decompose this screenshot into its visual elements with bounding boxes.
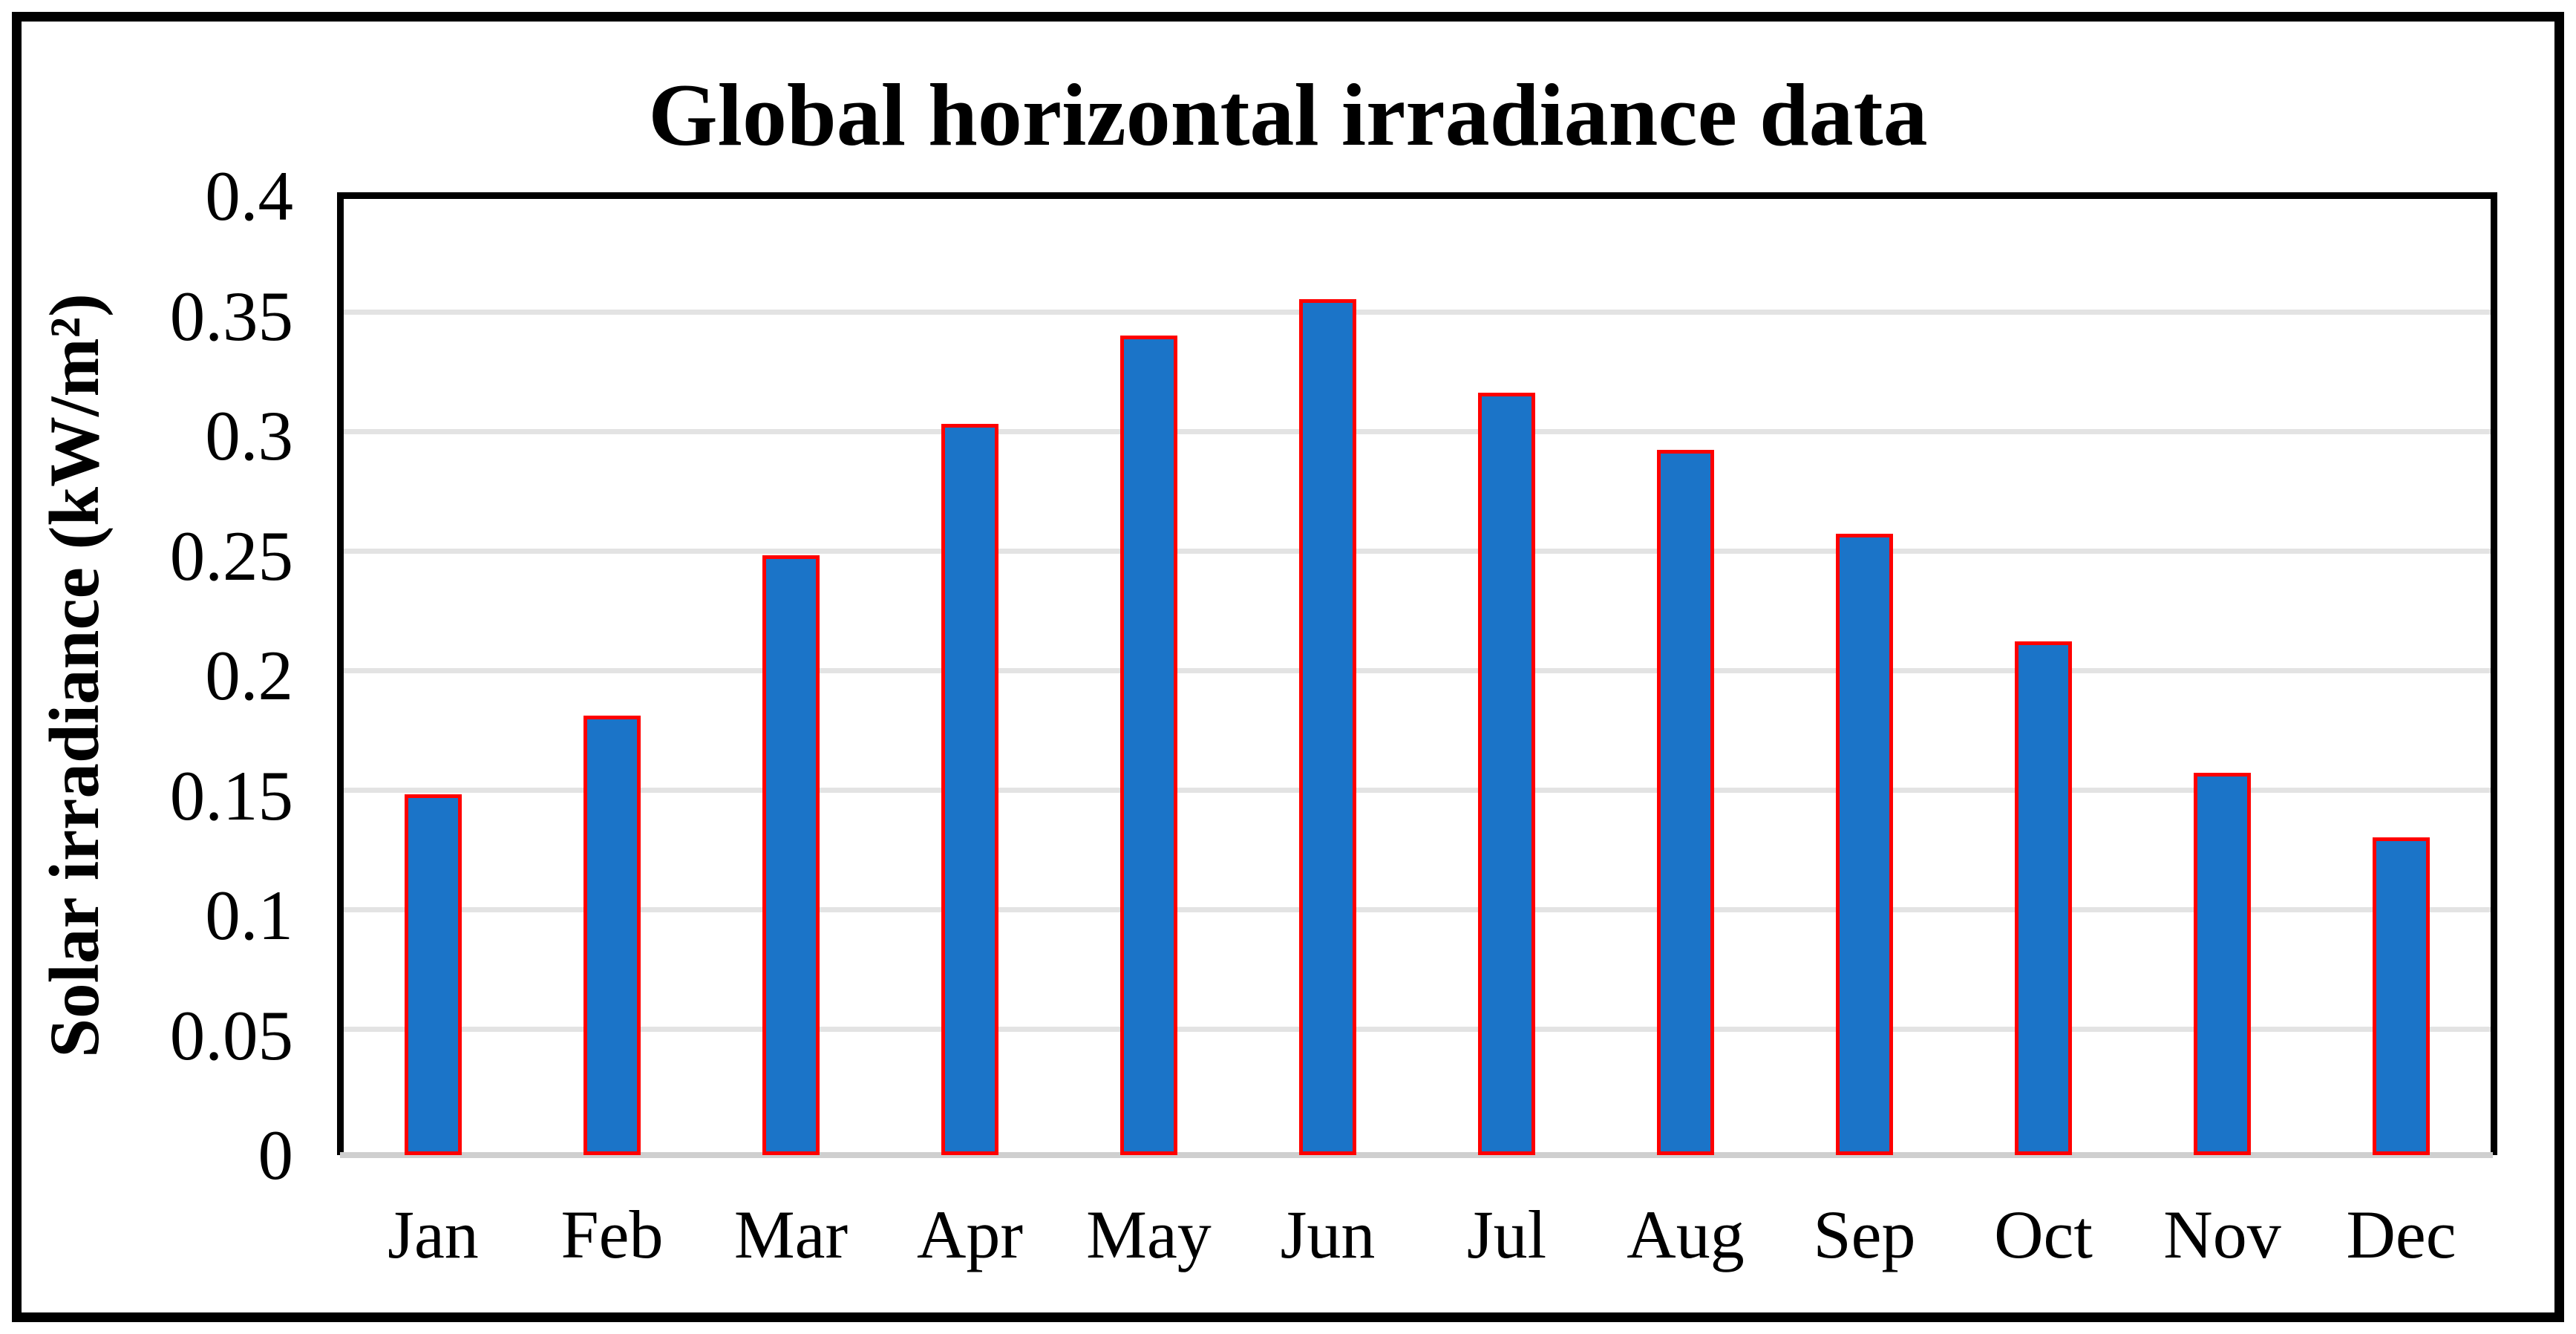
x-label-apr: Apr: [916, 1197, 1024, 1272]
x-label-jun: Jun: [1280, 1197, 1376, 1272]
bar-apr: [941, 424, 998, 1155]
x-label-aug: Aug: [1627, 1197, 1745, 1272]
bar-sep: [1836, 534, 1893, 1155]
x-label-may: May: [1086, 1197, 1212, 1272]
gridline-0.1: [344, 907, 2491, 912]
x-label-oct: Oct: [1994, 1197, 2093, 1272]
y-tick-label-0: 0: [258, 1116, 294, 1194]
y-tick-label-0.25: 0.25: [169, 517, 293, 595]
bar-dec: [2373, 837, 2430, 1155]
x-axis-line: [340, 1152, 2493, 1158]
x-label-jul: Jul: [1466, 1197, 1547, 1272]
bar-jan: [405, 794, 462, 1155]
x-label-mar: Mar: [733, 1197, 849, 1272]
bar-may: [1120, 336, 1177, 1155]
gridline-0.25: [344, 549, 2491, 554]
bar-nov: [2194, 773, 2251, 1155]
x-label-sep: Sep: [1813, 1197, 1916, 1272]
bar-jul: [1478, 393, 1535, 1155]
y-tick-label-0.4: 0.4: [205, 157, 293, 235]
x-label-jan: Jan: [388, 1197, 479, 1272]
x-label-dec: Dec: [2346, 1197, 2456, 1272]
bar-oct: [2015, 641, 2072, 1155]
y-axis-line: [337, 192, 344, 1155]
plot-area: [344, 199, 2491, 1155]
gridline-0.3: [344, 429, 2491, 434]
x-label-feb: Feb: [560, 1197, 664, 1272]
y-tick-label-0.3: 0.3: [205, 396, 293, 475]
gridline-0.2: [344, 668, 2491, 673]
bar-aug: [1657, 450, 1714, 1155]
figure-border: [12, 12, 2564, 1322]
y-tick-label-0.15: 0.15: [169, 756, 293, 835]
bar-feb: [583, 716, 641, 1155]
y-tick-label-0.05: 0.05: [169, 996, 293, 1075]
gridline-0.35: [344, 310, 2491, 315]
gridline-0.05: [344, 1027, 2491, 1032]
gridline-0.15: [344, 788, 2491, 793]
plot-top-border: [337, 192, 2497, 199]
y-tick-label-0.2: 0.2: [205, 636, 293, 715]
y-tick-label-0.1: 0.1: [205, 876, 293, 955]
bar-mar: [762, 555, 820, 1155]
x-label-nov: Nov: [2163, 1197, 2281, 1272]
plot-right-border: [2491, 192, 2497, 1155]
bar-jun: [1299, 299, 1356, 1155]
y-tick-label-0.35: 0.35: [169, 277, 293, 356]
chart-title: Global horizontal irradiance data: [648, 65, 1928, 164]
